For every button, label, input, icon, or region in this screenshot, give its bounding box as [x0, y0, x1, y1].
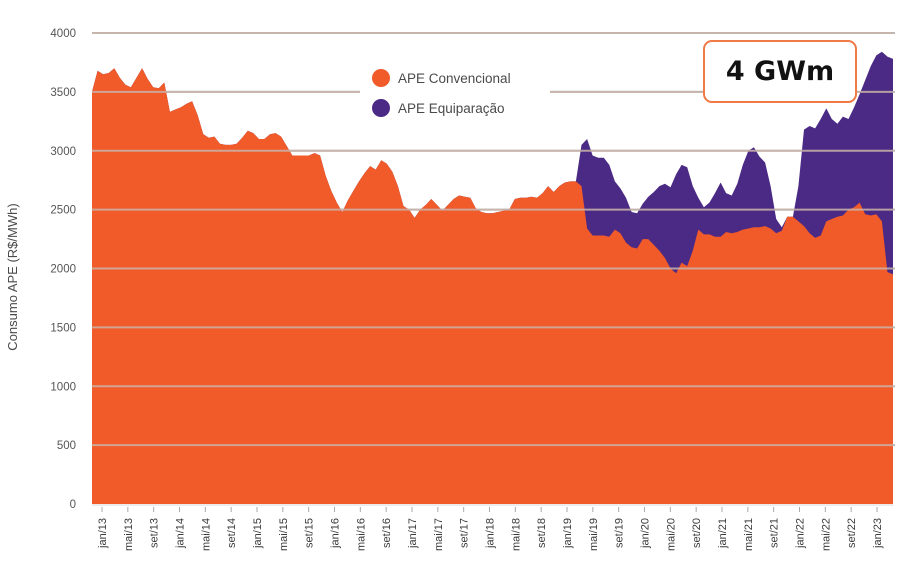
y-tick-label: 3000 [50, 146, 76, 158]
y-tick-label: 500 [57, 440, 76, 452]
legend-background [360, 62, 550, 124]
x-tick-label: set/21 [769, 518, 781, 548]
x-tick-label: mai/22 [820, 518, 832, 551]
x-tick-label: mai/17 [433, 518, 445, 551]
x-tick-label: set/19 [614, 518, 626, 548]
y-tick-label: 2000 [50, 264, 76, 276]
x-tick-label: jan/17 [407, 518, 419, 549]
x-axis: jan/13 mai/13 set/13 jan/14 mai/14 set/14 jan/… [92, 504, 893, 551]
x-tick-label: jan/19 [562, 518, 574, 549]
x-tick-label: mai/21 [743, 518, 755, 551]
y-tick-label: 0 [70, 499, 76, 511]
x-tick-label: jan/15 [252, 518, 264, 549]
x-tick-label: set/15 [304, 518, 316, 548]
x-tick-label: set/17 [459, 518, 471, 548]
legend: APE Convencional APE Equiparação [360, 62, 550, 124]
x-tick-label: jan/16 [330, 518, 342, 549]
legend-swatch-convencional [372, 69, 390, 87]
x-tick-label: mai/16 [355, 518, 367, 551]
x-tick-label: jan/20 [640, 518, 652, 549]
legend-label-equiparacao: APE Equiparação [398, 101, 505, 116]
x-tick-label: set/16 [381, 518, 393, 548]
y-tick-label: 3500 [50, 87, 76, 99]
y-axis-title: Consumo APE (R$/MWh) [5, 203, 20, 350]
x-tick-label: set/22 [846, 518, 858, 548]
x-tick-label: mai/19 [588, 518, 600, 551]
legend-swatch-equiparacao [372, 99, 390, 117]
x-tick-label: set/13 [149, 518, 161, 548]
x-tick-label: set/18 [536, 518, 548, 548]
x-tick-label: jan/23 [872, 518, 884, 549]
y-tick-label: 4000 [50, 28, 76, 40]
x-tick-label: jan/13 [97, 518, 109, 549]
x-tick-label: set/14 [226, 518, 238, 548]
annotation-badge: 4 GWm [703, 40, 857, 103]
area-series [92, 51, 893, 505]
area-ape-convencional [92, 68, 893, 505]
y-tick-label: 1000 [50, 381, 76, 393]
legend-label-convencional: APE Convencional [398, 71, 511, 86]
x-tick-label: jan/14 [175, 518, 187, 549]
x-tick-label: jan/18 [485, 518, 497, 549]
x-tick-label: mai/20 [665, 518, 677, 551]
x-tick-label: mai/18 [510, 518, 522, 551]
y-tick-label: 1500 [50, 322, 76, 334]
x-tick-label: mai/15 [278, 518, 290, 551]
x-tick-label: mai/14 [200, 518, 212, 551]
y-tick-label: 2500 [50, 205, 76, 217]
annotation-text: 4 GWm [725, 56, 835, 87]
x-tick-label: jan/22 [795, 518, 807, 549]
x-tick-label: jan/21 [717, 518, 729, 549]
x-tick-label: set/20 [691, 518, 703, 548]
y-axis: 0 500 1000 1500 2000 2500 3000 3500 4000 [50, 28, 76, 511]
x-tick-label: mai/13 [123, 518, 135, 551]
